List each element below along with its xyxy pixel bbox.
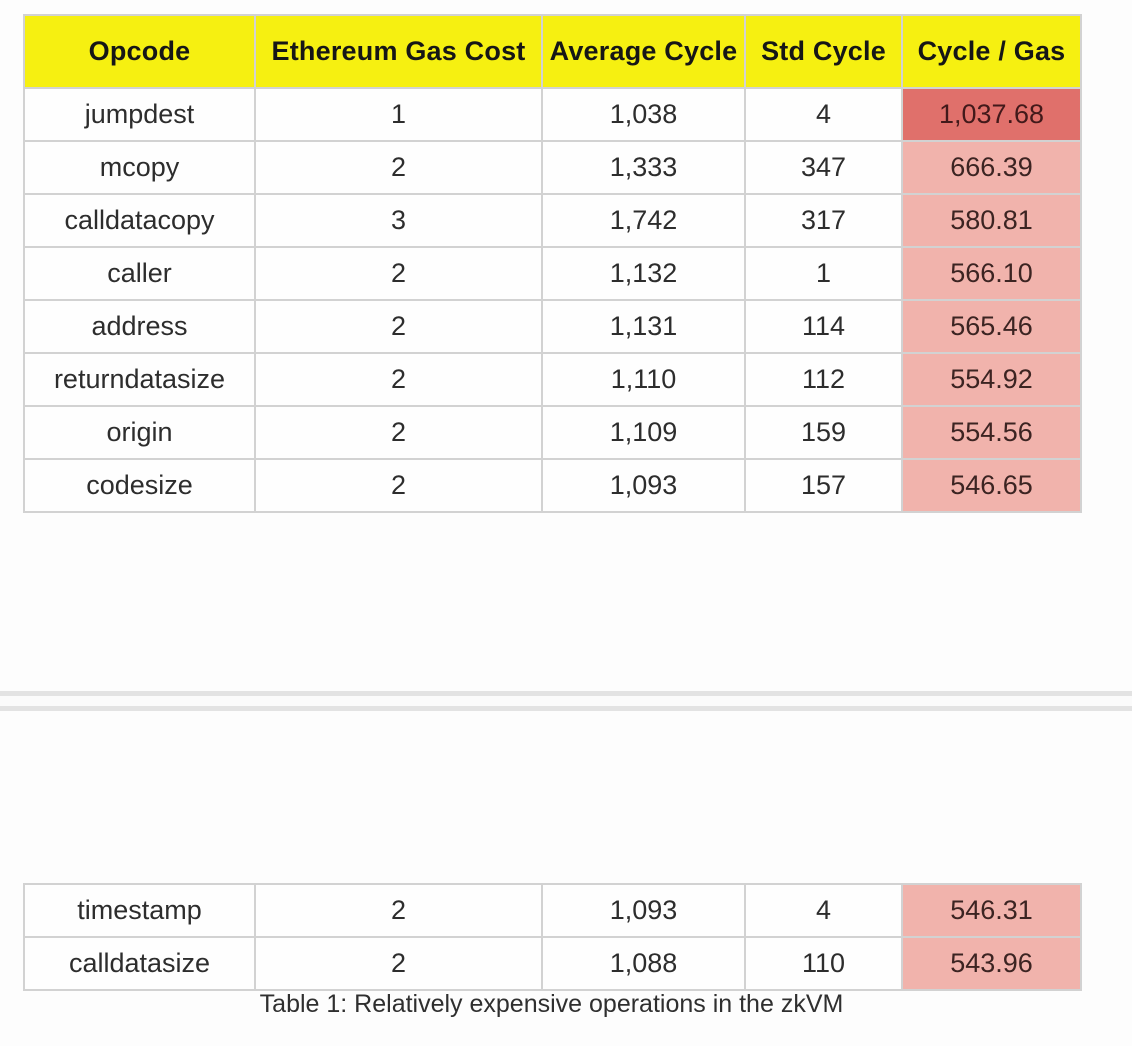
cell-gas-cost: 2	[254, 883, 543, 938]
table-caption: Table 1: Relatively expensive operations…	[259, 990, 844, 1018]
cell-std-cycle: 317	[744, 193, 903, 248]
cell-opcode: address	[23, 299, 256, 354]
cell-avg-cycle: 1,742	[541, 193, 746, 248]
cell-cycle-per-gas: 554.56	[901, 405, 1082, 460]
cell-opcode: calldatasize	[23, 936, 256, 991]
column-header-std-cycle: Std Cycle	[744, 14, 903, 89]
table-row: caller 2 1,132 1 566.10	[23, 246, 1082, 301]
cell-std-cycle: 347	[744, 140, 903, 195]
table-row: calldatacopy 3 1,742 317 580.81	[23, 193, 1082, 248]
cell-gas-cost: 1	[254, 87, 543, 142]
cell-cycle-per-gas: 1,037.68	[901, 87, 1082, 142]
cell-gas-cost: 3	[254, 193, 543, 248]
cell-opcode: codesize	[23, 458, 256, 513]
cell-cycle-per-gas: 543.96	[901, 936, 1082, 991]
column-header-avg-cycle: Average Cycle	[541, 14, 746, 89]
cell-cycle-per-gas: 554.92	[901, 352, 1082, 407]
cell-std-cycle: 110	[744, 936, 903, 991]
cell-gas-cost: 2	[254, 936, 543, 991]
cell-cycle-per-gas: 580.81	[901, 193, 1082, 248]
cell-avg-cycle: 1,038	[541, 87, 746, 142]
cell-avg-cycle: 1,093	[541, 458, 746, 513]
table-row: codesize 2 1,093 157 546.65	[23, 458, 1082, 513]
table-row: address 2 1,131 114 565.46	[23, 299, 1082, 354]
table-row: origin 2 1,109 159 554.56	[23, 405, 1082, 460]
cell-gas-cost: 2	[254, 299, 543, 354]
cell-avg-cycle: 1,131	[541, 299, 746, 354]
cell-gas-cost: 2	[254, 458, 543, 513]
cell-cycle-per-gas: 566.10	[901, 246, 1082, 301]
cell-opcode: caller	[23, 246, 256, 301]
cell-opcode: returndatasize	[23, 352, 256, 407]
table-row: jumpdest 1 1,038 4 1,037.68	[23, 87, 1082, 142]
cell-cycle-per-gas: 565.46	[901, 299, 1082, 354]
cell-avg-cycle: 1,109	[541, 405, 746, 460]
cell-std-cycle: 159	[744, 405, 903, 460]
table-row: calldatasize 2 1,088 110 543.96	[23, 936, 1082, 991]
table-row: mcopy 2 1,333 347 666.39	[23, 140, 1082, 195]
column-header-opcode: Opcode	[23, 14, 256, 89]
cell-avg-cycle: 1,093	[541, 883, 746, 938]
cell-cycle-per-gas: 546.65	[901, 458, 1082, 513]
column-header-cycle-per-gas: Cycle / Gas	[901, 14, 1082, 89]
column-header-gas-cost: Ethereum Gas Cost	[254, 14, 543, 89]
cell-gas-cost: 2	[254, 246, 543, 301]
cell-opcode: mcopy	[23, 140, 256, 195]
opcode-table-part1: Opcode Ethereum Gas Cost Average Cycle S…	[23, 14, 1082, 513]
cell-opcode: jumpdest	[23, 87, 256, 142]
cell-avg-cycle: 1,333	[541, 140, 746, 195]
cell-avg-cycle: 1,132	[541, 246, 746, 301]
cell-gas-cost: 2	[254, 352, 543, 407]
cell-opcode: origin	[23, 405, 256, 460]
cell-cycle-per-gas: 666.39	[901, 140, 1082, 195]
cell-std-cycle: 157	[744, 458, 903, 513]
table-row: returndatasize 2 1,110 112 554.92	[23, 352, 1082, 407]
opcode-table-part2: timestamp 2 1,093 4 546.31 calldatasize 2 1,088…	[23, 883, 1082, 991]
cell-std-cycle: 4	[744, 883, 903, 938]
cell-std-cycle: 114	[744, 299, 903, 354]
page-break-divider	[0, 691, 1132, 711]
cell-opcode: timestamp	[23, 883, 256, 938]
cell-std-cycle: 112	[744, 352, 903, 407]
cell-gas-cost: 2	[254, 405, 543, 460]
cell-avg-cycle: 1,088	[541, 936, 746, 991]
cell-opcode: calldatacopy	[23, 193, 256, 248]
cell-gas-cost: 2	[254, 140, 543, 195]
cell-std-cycle: 4	[744, 87, 903, 142]
cell-avg-cycle: 1,110	[541, 352, 746, 407]
header-row: Opcode Ethereum Gas Cost Average Cycle S…	[23, 14, 1082, 89]
table-row: timestamp 2 1,093 4 546.31	[23, 883, 1082, 938]
cell-cycle-per-gas: 546.31	[901, 883, 1082, 938]
cell-std-cycle: 1	[744, 246, 903, 301]
